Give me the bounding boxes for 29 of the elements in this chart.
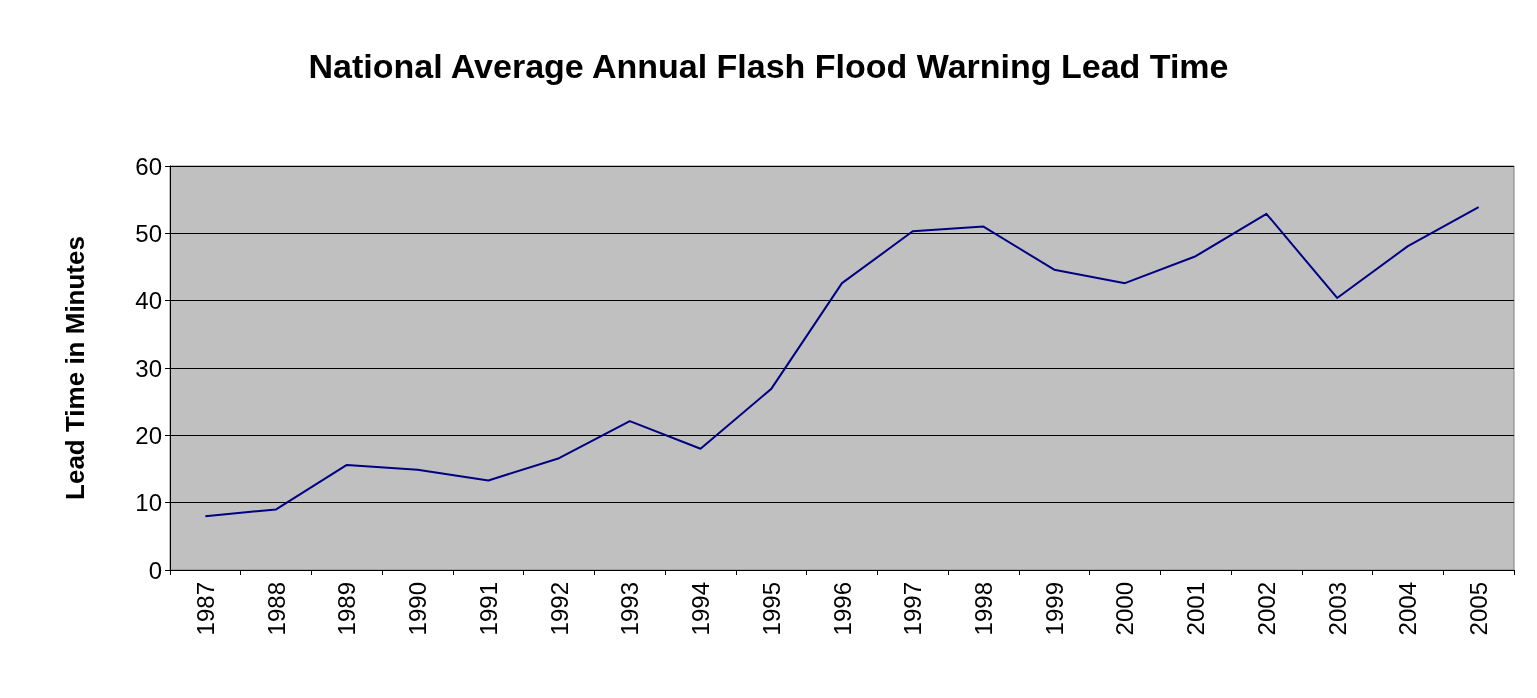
x-tick-label: 1995 xyxy=(757,582,785,636)
x-tick-label: 2003 xyxy=(1323,582,1351,636)
y-tick-label: 10 xyxy=(135,489,162,517)
chart-title: National Average Annual Flash Flood Warning Lead Time xyxy=(308,47,1229,85)
x-tick-label: 1990 xyxy=(404,582,432,636)
x-tick-label: 2004 xyxy=(1394,582,1422,636)
x-tick-label: 1993 xyxy=(616,582,644,636)
x-tick-label: 2005 xyxy=(1465,582,1493,636)
x-tick-label: 1998 xyxy=(969,582,997,636)
x-tick-label: 1987 xyxy=(191,582,219,636)
x-tick-label: 1989 xyxy=(333,582,361,636)
x-tick-label: 1992 xyxy=(545,582,573,636)
y-tick-label: 30 xyxy=(135,354,162,382)
x-tick-label: 1988 xyxy=(262,582,290,636)
y-tick-label: 50 xyxy=(135,219,162,247)
y-tick-label: 60 xyxy=(135,152,162,180)
x-tick-label: 1996 xyxy=(828,582,856,636)
y-axis-title: Lead Time in Minutes xyxy=(60,236,90,500)
x-tick-label: 2001 xyxy=(1182,582,1210,636)
x-tick-label: 1991 xyxy=(474,582,502,636)
line-series xyxy=(204,206,1480,518)
y-tick-label: 40 xyxy=(135,287,162,315)
x-tick-label: 2002 xyxy=(1252,582,1280,636)
y-tick-label: 20 xyxy=(135,421,162,449)
x-tick-label: 1994 xyxy=(687,582,715,636)
x-tick-label: 2000 xyxy=(1111,582,1139,636)
x-tick-label: 1999 xyxy=(1040,582,1068,636)
x-tick-label: 1997 xyxy=(899,582,927,636)
y-tick-label: 0 xyxy=(148,556,162,584)
